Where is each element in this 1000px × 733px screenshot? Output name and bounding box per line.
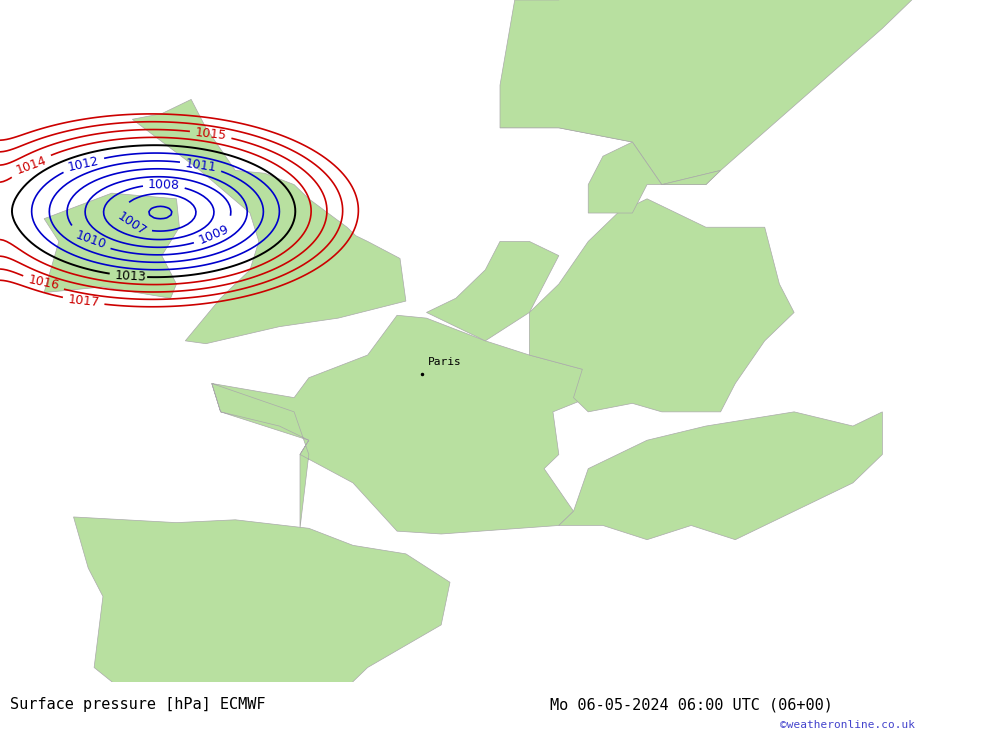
Text: 1017: 1017: [67, 293, 100, 309]
Text: 1014: 1014: [14, 153, 48, 177]
Text: 1008: 1008: [148, 178, 180, 192]
Polygon shape: [44, 193, 179, 298]
Text: 1010: 1010: [73, 229, 107, 252]
Polygon shape: [559, 412, 882, 539]
Polygon shape: [529, 199, 794, 412]
Polygon shape: [426, 241, 559, 341]
Polygon shape: [500, 0, 1000, 185]
Text: Mo 06-05-2024 06:00 UTC (06+00): Mo 06-05-2024 06:00 UTC (06+00): [550, 696, 833, 711]
Text: Paris: Paris: [428, 357, 462, 367]
Text: ©weatheronline.co.uk: ©weatheronline.co.uk: [780, 721, 915, 730]
Text: 1011: 1011: [184, 157, 217, 174]
Text: 1007: 1007: [115, 210, 148, 238]
Polygon shape: [212, 315, 588, 534]
Polygon shape: [500, 85, 721, 185]
Text: ©weatheronline.co.uk: ©weatheronline.co.uk: [780, 715, 915, 726]
Text: 1015: 1015: [194, 126, 227, 142]
Text: 1016: 1016: [27, 273, 60, 293]
Text: 1013: 1013: [114, 269, 147, 284]
Text: Surface pressure [hPa] ECMWF: Surface pressure [hPa] ECMWF: [10, 697, 266, 712]
Polygon shape: [588, 142, 721, 213]
Polygon shape: [132, 100, 406, 344]
Polygon shape: [74, 517, 450, 733]
Text: Surface pressure [hPa] ECMWF: Surface pressure [hPa] ECMWF: [10, 696, 266, 711]
Text: 1012: 1012: [67, 154, 100, 174]
Text: 1009: 1009: [197, 222, 231, 246]
Text: Mo 06-05-2024 06:00 UTC (06+00): Mo 06-05-2024 06:00 UTC (06+00): [550, 697, 833, 712]
